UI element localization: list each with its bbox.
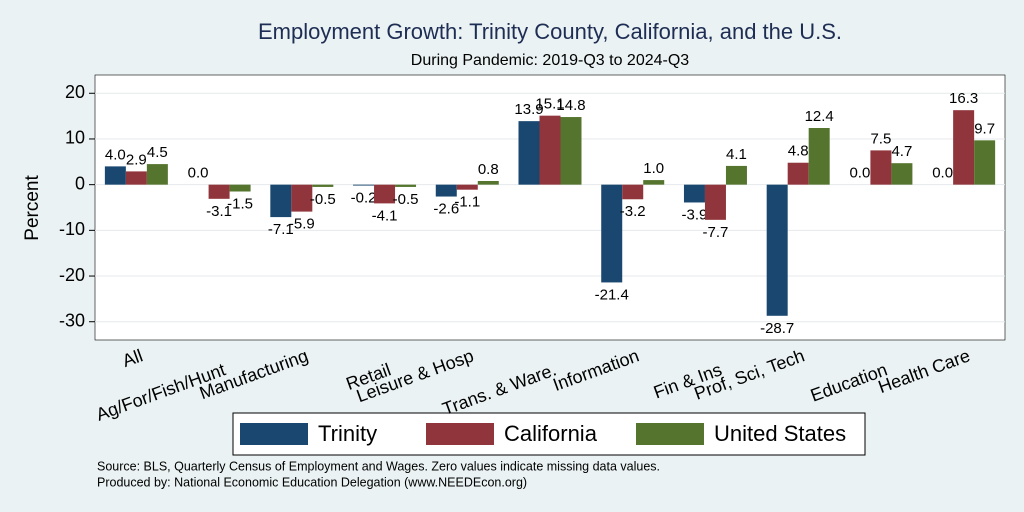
bar — [601, 184, 623, 283]
bar — [725, 165, 747, 185]
y-axis-label: Percent — [22, 175, 43, 241]
bar — [808, 128, 830, 185]
value-label: 9.7 — [974, 120, 995, 137]
bar — [643, 180, 665, 185]
bar — [312, 184, 334, 187]
legend-label: Trinity — [318, 421, 377, 446]
bar — [622, 184, 644, 200]
value-label: -0.5 — [310, 191, 336, 208]
bar — [891, 163, 913, 185]
bar — [974, 140, 996, 185]
value-label: -7.1 — [268, 221, 294, 238]
y-tick-label: 0 — [75, 173, 85, 193]
bar — [870, 150, 892, 185]
bar — [560, 117, 582, 185]
bar — [518, 121, 540, 185]
bar — [787, 162, 809, 185]
value-label: 12.4 — [805, 108, 834, 125]
value-label: 14.8 — [556, 97, 585, 114]
y-tick-label: 20 — [65, 82, 85, 102]
bar — [539, 115, 561, 185]
value-label: -4.1 — [372, 207, 398, 224]
value-label: -1.1 — [454, 194, 480, 211]
y-tick-label: -30 — [59, 310, 85, 330]
value-label: -7.7 — [703, 224, 729, 241]
value-label: 0.0 — [188, 165, 209, 182]
note: Produced by: National Economic Education… — [97, 475, 527, 489]
bar — [104, 166, 126, 185]
bar — [953, 110, 975, 185]
bar — [477, 181, 499, 185]
legend-label: California — [504, 421, 598, 446]
legend — [232, 412, 866, 456]
bar — [683, 184, 705, 203]
bar — [270, 184, 292, 218]
value-label: -0.2 — [351, 190, 377, 207]
legend-swatch — [426, 423, 494, 445]
bar — [353, 184, 375, 186]
note: Source: BLS, Quarterly Census of Employm… — [97, 459, 660, 473]
value-label: 4.0 — [105, 146, 126, 163]
value-label: -0.5 — [393, 191, 419, 208]
value-label: 2.9 — [126, 151, 147, 168]
value-label: -1.5 — [227, 195, 253, 212]
value-label: 4.5 — [147, 144, 168, 161]
value-label: -28.7 — [760, 320, 794, 337]
bar — [374, 184, 396, 204]
value-label: 4.7 — [891, 143, 912, 160]
value-label: -3.9 — [682, 206, 708, 223]
legend-label: United States — [714, 421, 846, 446]
value-label: -5.9 — [289, 216, 315, 233]
legend-swatch — [636, 423, 704, 445]
value-label: 7.5 — [870, 130, 891, 147]
value-label: 0.0 — [932, 165, 953, 182]
bar — [456, 184, 478, 190]
bar — [704, 184, 726, 220]
value-label: 4.1 — [726, 146, 747, 163]
value-label: -2.6 — [433, 201, 459, 218]
bar — [291, 184, 313, 212]
value-label: 0.8 — [478, 161, 499, 178]
chart-title: Employment Growth: Trinity County, Calif… — [258, 19, 842, 44]
chart-subtitle: During Pandemic: 2019-Q3 to 2024-Q3 — [411, 52, 689, 69]
bar — [125, 171, 147, 185]
value-label: -3.1 — [206, 203, 232, 220]
legend-swatch — [240, 423, 308, 445]
value-label: 0.0 — [849, 165, 870, 182]
y-tick-label: 10 — [65, 128, 85, 148]
bar — [395, 184, 417, 187]
value-label: 15.1 — [535, 96, 564, 113]
y-tick-label: -20 — [59, 265, 85, 285]
value-label: 1.0 — [643, 160, 664, 177]
bar — [208, 184, 230, 199]
bar — [146, 164, 168, 185]
value-label: 16.3 — [949, 90, 978, 107]
value-label: 13.9 — [514, 101, 543, 118]
value-label: -21.4 — [595, 286, 629, 303]
bar — [229, 184, 251, 192]
bar — [435, 184, 457, 197]
value-label: 4.8 — [788, 143, 809, 160]
bar — [766, 184, 788, 316]
value-label: -3.2 — [620, 203, 646, 220]
y-tick-label: -10 — [59, 219, 85, 239]
